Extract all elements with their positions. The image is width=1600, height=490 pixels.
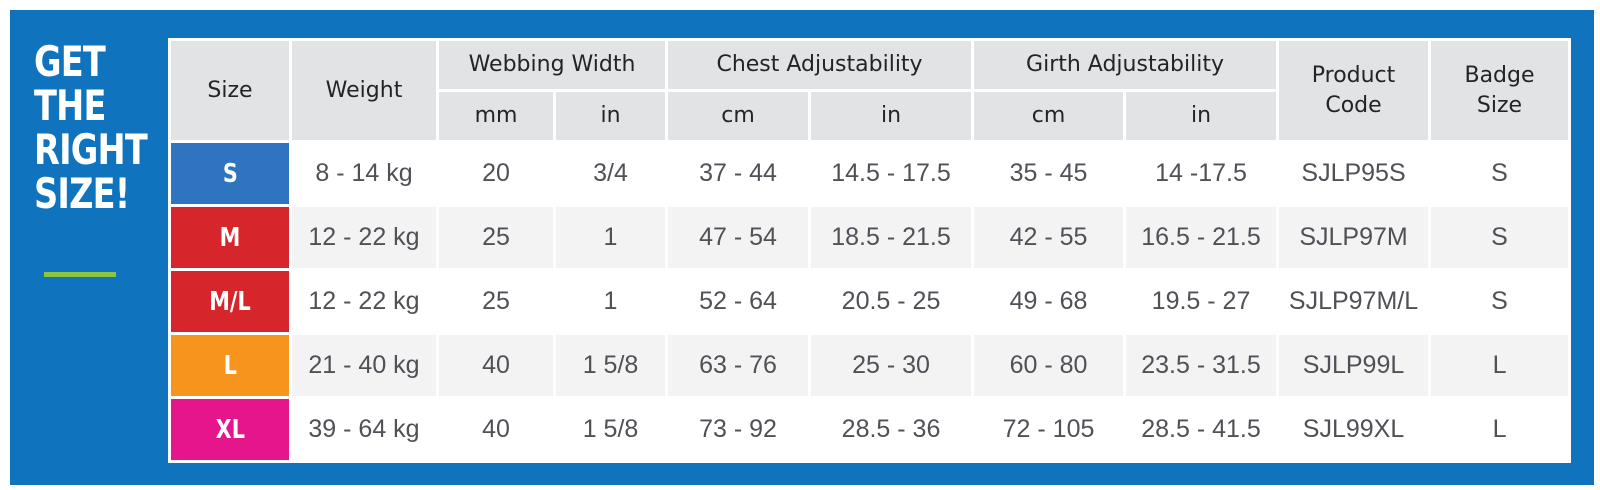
weight-cell: 12 - 22 kg	[289, 268, 439, 335]
girth-cm-cell: 49 - 68	[971, 268, 1127, 335]
girth-in-cell: 14 -17.5	[1123, 140, 1280, 207]
unit-girth-cm: cm	[971, 89, 1127, 143]
webbing-in-cell: 1 5/8	[552, 332, 669, 399]
header-chest-adjustability: Chest Adjustability	[665, 38, 975, 92]
badge-size-cell: S	[1428, 268, 1572, 335]
unit-webbing-mm: mm	[436, 89, 556, 143]
header-weight: Weight	[289, 38, 439, 143]
webbing-in-cell: 3/4	[552, 140, 669, 207]
header-badge-size: Badge Size	[1428, 38, 1572, 143]
accent-rule	[44, 272, 116, 277]
chest-in-cell: 20.5 - 25	[808, 268, 975, 335]
chest-cm-cell: 52 - 64	[665, 268, 812, 335]
size-label: S	[222, 158, 238, 189]
header-size: Size	[168, 38, 292, 143]
size-label: XL	[215, 414, 245, 445]
product-code-cell: SJLP97M	[1276, 204, 1432, 271]
girth-cm-cell: 35 - 45	[971, 140, 1127, 207]
size-badge-cell: L	[168, 332, 292, 399]
webbing-mm-cell: 20	[436, 140, 556, 207]
header-girth-adjustability: Girth Adjustability	[971, 38, 1280, 92]
headline-line-2: THE	[34, 81, 106, 130]
webbing-mm-cell: 40	[436, 332, 556, 399]
girth-cm-cell: 60 - 80	[971, 332, 1127, 399]
table-row: M 12 - 22 kg 25 1 47 - 54 18.5 - 21.5 42…	[168, 204, 1572, 271]
size-label: M	[219, 222, 241, 253]
webbing-mm-cell: 25	[436, 204, 556, 271]
chest-cm-cell: 73 - 92	[665, 396, 812, 463]
badge-size-cell: L	[1428, 332, 1572, 399]
product-code-cell: SJL99XL	[1276, 396, 1432, 463]
girth-in-cell: 16.5 - 21.5	[1123, 204, 1280, 271]
table-row: S 8 - 14 kg 20 3/4 37 - 44 14.5 - 17.5 3…	[168, 140, 1572, 207]
product-code-cell: SJLP97M/L	[1276, 268, 1432, 335]
product-code-cell: SJLP99L	[1276, 332, 1432, 399]
size-label: L	[223, 350, 237, 381]
unit-chest-cm: cm	[665, 89, 812, 143]
unit-chest-in: in	[808, 89, 975, 143]
headline: GET THE RIGHT SIZE!	[34, 37, 148, 218]
girth-in-cell: 28.5 - 41.5	[1123, 396, 1280, 463]
size-badge-cell: M/L	[168, 268, 292, 335]
chest-in-cell: 28.5 - 36	[808, 396, 975, 463]
webbing-mm-cell: 25	[436, 268, 556, 335]
size-chart-table: Size Weight Webbing Width Chest Adjustab…	[168, 38, 1572, 463]
badge-size-cell: S	[1428, 204, 1572, 271]
headline-line-1: GET	[34, 37, 106, 86]
weight-cell: 8 - 14 kg	[289, 140, 439, 207]
size-badge-cell: M	[168, 204, 292, 271]
webbing-in-cell: 1	[552, 268, 669, 335]
unit-girth-in: in	[1123, 89, 1280, 143]
header-webbing-width: Webbing Width	[435, 38, 669, 92]
badge-size-cell: L	[1428, 396, 1572, 463]
header-product-code: Product Code	[1276, 38, 1432, 143]
girth-cm-cell: 42 - 55	[971, 204, 1127, 271]
webbing-in-cell: 1 5/8	[552, 396, 669, 463]
weight-cell: 12 - 22 kg	[289, 204, 439, 271]
weight-cell: 39 - 64 kg	[289, 396, 439, 463]
headline-line-3: RIGHT	[34, 125, 148, 174]
headline-line-4: SIZE!	[34, 169, 130, 218]
chest-cm-cell: 63 - 76	[665, 332, 812, 399]
header-badge-size-line2: Size	[1476, 92, 1523, 118]
chest-in-cell: 25 - 30	[808, 332, 975, 399]
chest-cm-cell: 47 - 54	[665, 204, 812, 271]
girth-cm-cell: 72 - 105	[971, 396, 1127, 463]
chest-in-cell: 18.5 - 21.5	[808, 204, 975, 271]
header-product-code-line2: Code	[1325, 92, 1382, 118]
girth-in-cell: 19.5 - 27	[1123, 268, 1280, 335]
table-row: M/L 12 - 22 kg 25 1 52 - 64 20.5 - 25 49…	[168, 268, 1572, 335]
unit-webbing-in: in	[552, 89, 669, 143]
chest-in-cell: 14.5 - 17.5	[808, 140, 975, 207]
girth-in-cell: 23.5 - 31.5	[1123, 332, 1280, 399]
webbing-in-cell: 1	[552, 204, 669, 271]
size-badge-cell: XL	[168, 396, 292, 463]
size-badge-cell: S	[168, 140, 292, 207]
table-row: L 21 - 40 kg 40 1 5/8 63 - 76 25 - 30 60…	[168, 332, 1572, 399]
badge-size-cell: S	[1428, 140, 1572, 207]
header-product-code-line1: Product	[1311, 62, 1396, 88]
weight-cell: 21 - 40 kg	[289, 332, 439, 399]
chest-cm-cell: 37 - 44	[665, 140, 812, 207]
table-row: XL 39 - 64 kg 40 1 5/8 73 - 92 28.5 - 36…	[168, 396, 1572, 463]
size-label: M/L	[209, 286, 251, 317]
size-chart-table-container: Size Weight Webbing Width Chest Adjustab…	[168, 38, 1572, 463]
webbing-mm-cell: 40	[436, 396, 556, 463]
product-code-cell: SJLP95S	[1276, 140, 1432, 207]
header-badge-size-line1: Badge	[1464, 62, 1535, 88]
